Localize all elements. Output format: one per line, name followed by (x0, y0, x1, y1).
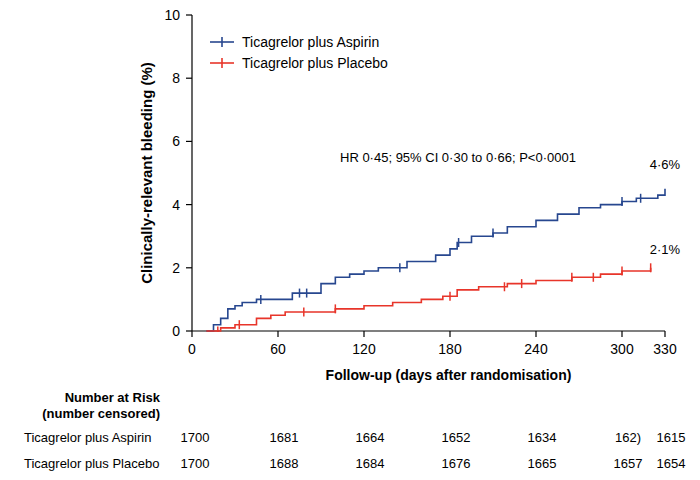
x-tick (277, 331, 278, 337)
x-tick-label: 180 (438, 341, 462, 357)
x-tick (664, 331, 665, 337)
x-tick (535, 331, 536, 337)
x-tick-label: 0 (188, 341, 196, 357)
censor-mark (571, 273, 573, 282)
chart: 0 2 4 6 8 10 0 60 120 180 240 300 330 Follow-up (days… (0, 0, 700, 480)
y-axis (191, 15, 192, 331)
censor-mark (306, 289, 308, 298)
censor-mark (299, 289, 301, 298)
end-label: 4·6% (650, 157, 681, 172)
x-tick-label: 300 (610, 341, 634, 357)
censor-mark (492, 229, 494, 238)
plot-area (206, 189, 665, 332)
censor-mark (621, 197, 623, 206)
x-tick (449, 331, 450, 337)
series-line (206, 189, 665, 331)
risk-cell: 1681 (270, 430, 299, 445)
x-axis (192, 330, 665, 331)
risk-cell: 162) (615, 430, 641, 445)
censor-mark (650, 263, 652, 272)
censor-mark (449, 292, 451, 301)
legend-label: Ticagrelor plus Aspirin (242, 34, 379, 50)
x-tick-label: 60 (270, 341, 286, 357)
censor-mark (458, 238, 460, 247)
legend-marker (221, 37, 223, 47)
x-tick-label: 120 (352, 341, 376, 357)
censor-mark (640, 194, 642, 203)
legend-label: Ticagrelor plus Placebo (242, 55, 388, 71)
risk-cell: 1657 (614, 456, 643, 471)
censor-mark (504, 282, 506, 291)
annotation: HR 0·45; 95% CI 0·30 to 0·66; P<0·0001 (340, 150, 576, 165)
y-tick (186, 78, 192, 79)
legend-item: Ticagrelor plus Aspirin (210, 34, 379, 50)
x-tick (191, 331, 192, 337)
risk-cell: 1652 (442, 430, 471, 445)
censor-mark (593, 273, 595, 282)
x-tick-label: 330 (653, 341, 677, 357)
risk-cell: 1634 (528, 430, 557, 445)
y-tick-label: 2 (172, 260, 180, 276)
y-tick-label: 6 (172, 133, 180, 149)
y-tick (186, 204, 192, 205)
risk-row-label: Ticagrelor plus Aspirin (24, 430, 151, 445)
x-tick (621, 331, 622, 337)
y-tick (186, 14, 192, 15)
risk-cell: 1665 (528, 456, 557, 471)
legend-marker (221, 58, 223, 68)
y-tick (186, 330, 192, 331)
y-tick (186, 141, 192, 142)
censor-mark (399, 263, 401, 272)
risk-cell: 1700 (181, 430, 210, 445)
y-axis-label: Clinically-relevant bleeding (%) (138, 62, 155, 284)
y-tick-label: 4 (172, 197, 180, 213)
censor-mark (335, 304, 337, 313)
legend-item: Ticagrelor plus Placebo (210, 55, 388, 71)
x-axis-label: Follow-up (days after randomisation) (326, 367, 572, 383)
risk-cell: 1688 (270, 456, 299, 471)
y-tick (186, 267, 192, 268)
risk-table-subtitle: (number censored) (42, 406, 160, 421)
y-tick-label: 0 (172, 323, 180, 339)
risk-cell: 1654 (657, 456, 686, 471)
risk-cell: 1700 (181, 456, 210, 471)
end-label: 2·1% (650, 242, 681, 257)
x-tick-label: 240 (524, 341, 548, 357)
censor-mark (521, 279, 523, 288)
censor-mark (303, 308, 305, 317)
risk-table-title: Number at Risk (65, 390, 161, 405)
censor-mark (217, 327, 219, 333)
censor-mark (260, 295, 262, 304)
risk-row-label: Ticagrelor plus Placebo (24, 456, 159, 471)
risk-cell: 1615 (657, 430, 686, 445)
risk-cell: 1664 (356, 430, 385, 445)
censor-mark (239, 320, 241, 329)
censor-mark (621, 266, 623, 275)
series-line (206, 268, 650, 331)
y-tick-label: 10 (164, 7, 180, 23)
risk-cell: 1676 (442, 456, 471, 471)
x-tick (363, 331, 364, 337)
y-tick-label: 8 (172, 70, 180, 86)
risk-cell: 1684 (356, 456, 385, 471)
